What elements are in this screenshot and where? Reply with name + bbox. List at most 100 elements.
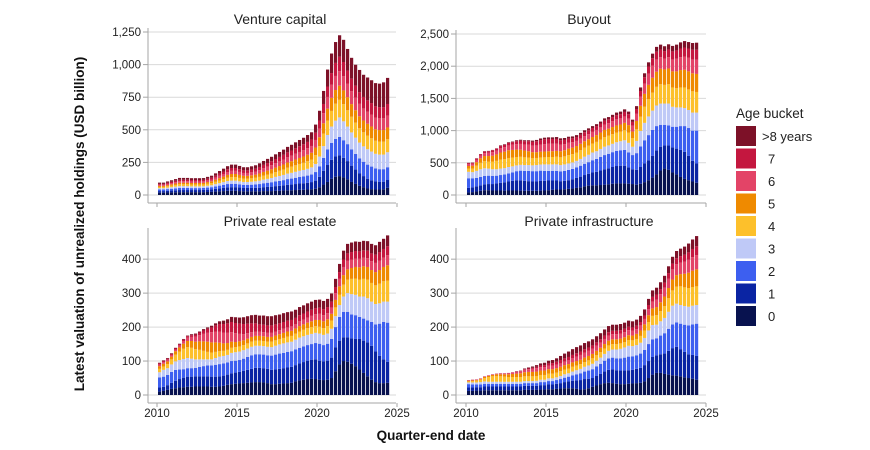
- bar-segment-age-0: [667, 169, 671, 195]
- bar-segment-age-7: [683, 47, 687, 57]
- bar-segment-age-1: [378, 181, 382, 190]
- bar-segment-age-4: [158, 368, 162, 373]
- bar-segment-age-0: [495, 190, 499, 195]
- bar-segment-age-3: [675, 107, 679, 127]
- bar-segment-age-1: [531, 181, 535, 191]
- bar-segment-age-gt8: [266, 158, 270, 164]
- bar-segment-age-gt8: [214, 323, 218, 326]
- bar-segment-age-2: [274, 354, 278, 370]
- bar-segment-age-7: [314, 132, 318, 140]
- bar-segment-age-gt8: [270, 156, 274, 162]
- bar-segment-age-gt8: [675, 251, 679, 259]
- bar-segment-age-4: [286, 167, 290, 174]
- bar-segment-age-4: [523, 376, 527, 382]
- bar-segment-age-0: [607, 184, 611, 195]
- bar-segment-age-3: [691, 305, 695, 325]
- bar-segment-age-5: [298, 157, 302, 164]
- bar-segment-age-2: [194, 367, 198, 377]
- bar-segment-age-5: [519, 149, 523, 157]
- bar-segment-age-3: [210, 359, 214, 366]
- bar-segment-age-7: [234, 323, 238, 334]
- bar-segment-age-0: [354, 366, 358, 395]
- bar-segment-age-1: [583, 379, 587, 390]
- bar-segment-age-7: [551, 363, 555, 366]
- bar-segment-age-3: [483, 381, 487, 384]
- bar-segment-age-3: [507, 381, 511, 384]
- bar-segment-age-1: [659, 354, 663, 373]
- bar-segment-age-1: [354, 169, 358, 184]
- bar-segment-age-3: [679, 305, 683, 324]
- bar-segment-age-0: [483, 390, 487, 395]
- bar-segment-age-0: [370, 189, 374, 195]
- bar-segment-age-6: [539, 367, 543, 371]
- bar-segment-age-7: [346, 253, 350, 261]
- bar-segment-age-2: [174, 369, 178, 381]
- bar-segment-age-6: [651, 301, 655, 309]
- bar-segment-age-2: [691, 130, 695, 161]
- bar-segment-age-5: [370, 126, 374, 139]
- bar-segment-age-4: [663, 84, 667, 104]
- bar-segment-age-gt8: [178, 177, 182, 180]
- bar-segment-age-gt8: [527, 367, 531, 369]
- bar-segment-age-1: [202, 376, 206, 387]
- bar-segment-age-gt8: [551, 137, 555, 139]
- bar-segment-age-0: [234, 383, 238, 395]
- bar-segment-age-6: [507, 373, 511, 375]
- bar-segment-age-6: [338, 278, 342, 287]
- bar-segment-age-1: [467, 387, 471, 391]
- bar-segment-age-6: [555, 364, 559, 369]
- bar-segment-age-6: [679, 57, 683, 71]
- bar-segment-age-3: [567, 163, 571, 170]
- bar-segment-age-5: [667, 288, 671, 299]
- bar-segment-age-4: [210, 352, 214, 360]
- bar-segment-age-0: [210, 191, 214, 195]
- bar-segment-age-3: [471, 172, 475, 179]
- bar-segment-age-0: [527, 190, 531, 195]
- bar-segment-age-3: [543, 164, 547, 171]
- bar-segment-age-gt8: [242, 167, 246, 171]
- bar-segment-age-2: [162, 189, 166, 192]
- bar-segment-age-2: [370, 166, 374, 181]
- bar-segment-age-3: [366, 149, 370, 165]
- bar-segment-age-6: [567, 360, 571, 365]
- bar-segment-age-4: [230, 177, 234, 181]
- bar-segment-age-4: [186, 184, 190, 187]
- y-tick-label: 250: [122, 157, 141, 169]
- bar-segment-age-gt8: [182, 177, 186, 180]
- bar-segment-age-5: [587, 355, 591, 361]
- bar-segment-age-6: [635, 329, 639, 334]
- bar-segment-age-0: [587, 388, 591, 395]
- bar-segment-age-0: [559, 388, 563, 395]
- bar-segment-age-4: [230, 347, 234, 353]
- bar-segment-age-gt8: [326, 69, 330, 87]
- bar-segment-age-7: [479, 154, 483, 156]
- bar-segment-age-3: [579, 158, 583, 166]
- bar-segment-age-6: [206, 180, 210, 183]
- bar-segment-age-gt8: [547, 360, 551, 364]
- bar-segment-age-3: [467, 171, 471, 179]
- bar-segment-age-2: [615, 150, 619, 167]
- bar-segment-age-6: [483, 153, 487, 157]
- bar-segment-age-7: [182, 179, 186, 182]
- bar-segment-age-5: [318, 137, 322, 147]
- bar-segment-age-2: [270, 355, 274, 370]
- bar-segment-age-0: [667, 374, 671, 395]
- bar-segment-age-3: [547, 378, 551, 382]
- bar-segment-age-7: [178, 344, 182, 346]
- bar-segment-age-gt8: [278, 151, 282, 157]
- bar-segment-age-3: [178, 360, 182, 370]
- bar-segment-age-3: [687, 109, 691, 129]
- bar-segment-age-4: [318, 146, 322, 157]
- bar-segment-age-7: [366, 250, 370, 259]
- bar-segment-age-0: [322, 184, 326, 195]
- bar-segment-age-3: [479, 382, 483, 385]
- bar-segment-age-2: [278, 180, 282, 186]
- bar-segment-age-0: [158, 192, 162, 195]
- bar-segment-age-4: [278, 338, 282, 345]
- bar-segment-age-gt8: [519, 139, 523, 141]
- bar-segment-age-1: [190, 190, 194, 193]
- bar-segment-age-3: [318, 333, 322, 344]
- bar-segment-age-7: [683, 254, 687, 262]
- legend-label: 7: [768, 152, 775, 167]
- bar-segment-age-1: [579, 176, 583, 188]
